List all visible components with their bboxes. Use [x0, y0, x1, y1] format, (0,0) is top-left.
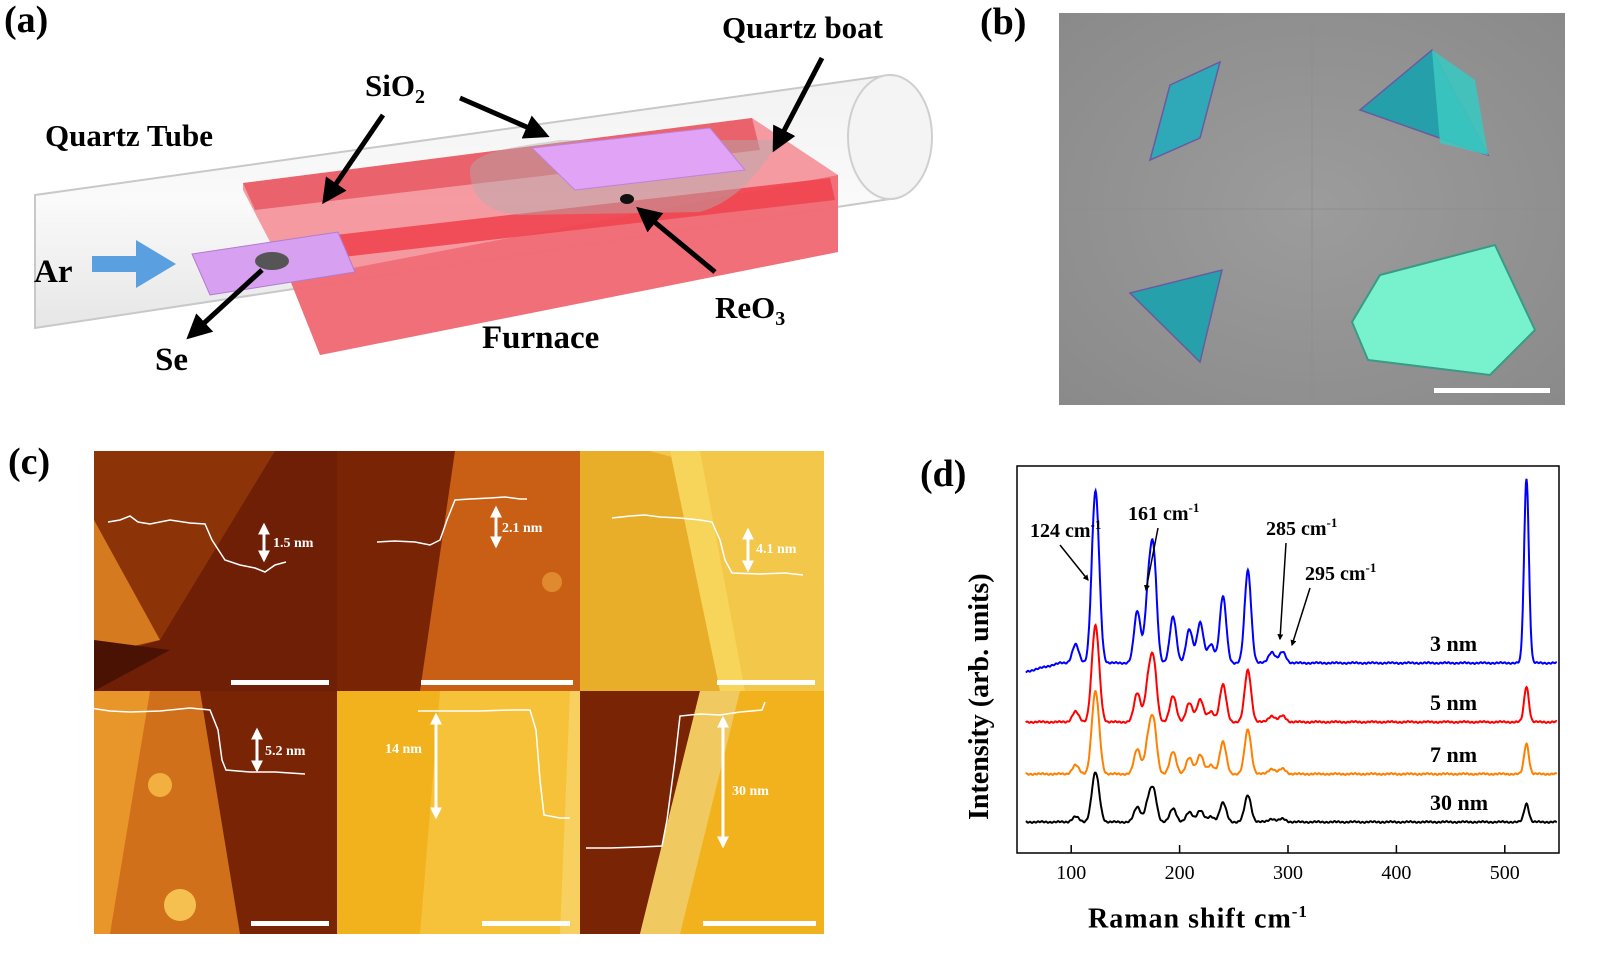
afm-tile-5 [337, 691, 580, 934]
panel-label-d: (d) [920, 453, 967, 495]
raman-x-tick-label: 500 [1490, 862, 1520, 884]
raman-series-label: 7 nm [1430, 742, 1477, 767]
optical-micrograph [1059, 13, 1565, 405]
afm-height-6: 30 nm [732, 784, 769, 799]
sio2-arrow-left [322, 113, 386, 205]
raman-annotation-arrow [1277, 542, 1287, 641]
raman-series-7nm [1025, 689, 1558, 776]
raman-x-tick-label: 300 [1273, 862, 1303, 884]
raman-annotation-arrow [1059, 544, 1089, 581]
raman-y-label: Intensity (arb. units) [964, 573, 995, 820]
raman-chart: 100 200 300 400 500 3 nm 5 nm 7 nm 30 nm 124 cm… [1016, 465, 1560, 884]
raman-x-axis: 100 200 300 400 500 [1056, 845, 1520, 884]
flake-4 [1350, 243, 1537, 377]
quartz-boat-arrow [772, 56, 825, 153]
label-quartz-boat: Quartz boat [722, 10, 884, 45]
raman-x-label: Raman shift cm-1 [1088, 902, 1308, 935]
afm-height-5: 14 nm [385, 742, 422, 757]
raman-annotation: 124 cm-1 [1030, 517, 1101, 542]
flake-3 [1128, 268, 1224, 364]
afm-height-2: 2.1 nm [502, 521, 543, 536]
label-quartz-tube: Quartz Tube [45, 118, 213, 153]
raman-x-tick-label: 100 [1056, 862, 1086, 884]
raman-annotation: 161 cm-1 [1128, 500, 1199, 525]
raman-annotations: 124 cm-1 161 cm-1 285 cm-1 295 cm-1 [1030, 500, 1376, 647]
sio2-arrow-right [459, 95, 550, 139]
se-arrow [186, 268, 264, 340]
reo3-powder [620, 194, 634, 204]
afm-tile-4 [94, 691, 337, 934]
raman-annotation: 285 cm-1 [1266, 515, 1337, 540]
label-se: Se [155, 342, 188, 378]
raman-annotation-arrow [1143, 527, 1159, 592]
panel-label-c: (c) [8, 441, 51, 483]
raman-series-5nm [1025, 623, 1558, 724]
afm-tile-6 [580, 691, 824, 934]
afm-tile-1 [94, 451, 337, 691]
raman-series-3nm [1025, 478, 1557, 674]
cvd-setup-diagram [34, 56, 933, 355]
afm-height-4: 5.2 nm [265, 744, 306, 759]
scale-bar-b [1434, 388, 1550, 393]
se-pellet [255, 252, 289, 270]
raman-series-label: 3 nm [1430, 631, 1477, 656]
raman-x-tick-label: 200 [1165, 862, 1195, 884]
raman-series-group: 3 nm 5 nm 7 nm 30 nm [1025, 478, 1558, 825]
ar-flow-arrow [92, 240, 176, 288]
reo3-arrow [636, 206, 717, 274]
afm-images: 1.5 nm 2.1 nm 4.1 nm 5.2 nm 14 nm 30 nm [89, 451, 824, 934]
label-ar: Ar [34, 254, 73, 290]
panel-label-a: (a) [4, 0, 49, 41]
raman-x-tick-label: 400 [1381, 862, 1411, 884]
afm-tile-2 [337, 451, 580, 691]
raman-annotation: 295 cm-1 [1305, 560, 1376, 585]
label-furnace: Furnace [482, 320, 600, 356]
raman-series-label: 5 nm [1430, 690, 1477, 715]
raman-series-30nm [1025, 771, 1558, 825]
quartz-tube-end [847, 74, 933, 200]
panel-label-b: (b) [980, 1, 1027, 43]
afm-height-1: 1.5 nm [273, 536, 314, 551]
raman-series-label: 30 nm [1430, 790, 1488, 815]
afm-height-3: 4.1 nm [756, 542, 797, 557]
flake-1 [1148, 60, 1222, 162]
label-reo3: ReO3 [715, 290, 786, 331]
afm-tile-3 [580, 451, 824, 691]
sio2-substrate-top [530, 127, 746, 191]
label-sio2: SiO2 [365, 68, 425, 109]
raman-annotation-arrow [1290, 587, 1311, 647]
